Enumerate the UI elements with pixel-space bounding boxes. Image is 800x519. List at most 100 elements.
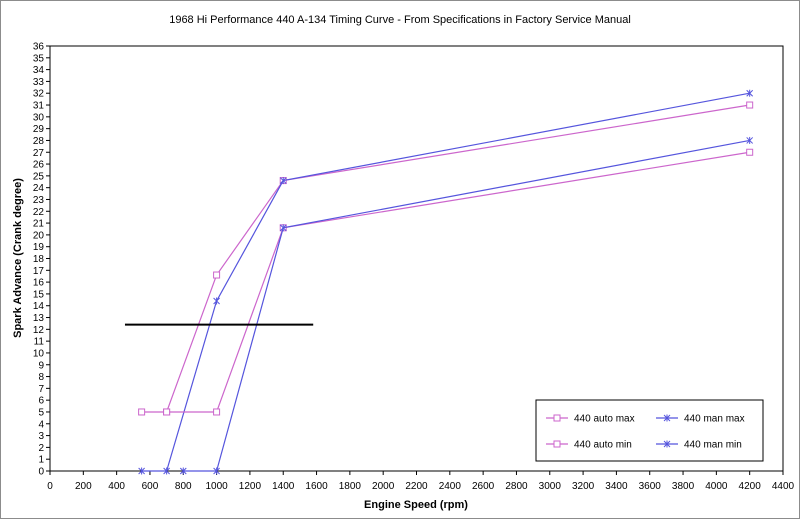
x-tick-label: 1400 (272, 481, 295, 492)
y-tick-label: 23 (33, 195, 45, 206)
data-point (213, 297, 220, 305)
y-tick-label: 5 (38, 407, 44, 418)
data-point (746, 101, 754, 109)
x-tick-label: 3800 (672, 481, 695, 492)
y-tick-label: 22 (33, 207, 45, 218)
x-tick-label: 1000 (205, 481, 228, 492)
y-tick-label: 13 (33, 313, 45, 324)
data-point (163, 408, 171, 416)
legend-item: 440 man max (656, 414, 745, 425)
x-tick-label: 2400 (439, 481, 462, 492)
data-point (138, 467, 145, 475)
y-tick-label: 33 (33, 77, 45, 88)
data-point (663, 440, 671, 448)
y-tick-label: 18 (33, 254, 45, 265)
y-tick-label: 27 (33, 148, 45, 159)
series-line (183, 139, 750, 472)
chart-title: 1968 Hi Performance 440 A-134 Timing Cur… (169, 14, 631, 26)
x-axis-title: Engine Speed (rpm) (364, 499, 468, 511)
x-tick-label: 3200 (572, 481, 595, 492)
x-tick-label: 800 (175, 481, 192, 492)
y-tick-label: 14 (33, 301, 45, 312)
y-tick-label: 1 (38, 455, 44, 466)
data-point (213, 408, 221, 416)
x-tick-label: 3600 (639, 481, 662, 492)
series-440-man-min (179, 136, 754, 475)
data-point (213, 467, 220, 475)
data-point (746, 148, 754, 156)
legend-item: 440 auto min (546, 440, 632, 451)
y-tick-label: 26 (33, 160, 45, 171)
data-point (746, 89, 754, 97)
x-tick-label: 2200 (405, 481, 428, 492)
x-tick-label: 3000 (539, 481, 562, 492)
data-point (179, 467, 187, 475)
data-point (663, 414, 671, 422)
y-tick-label: 9 (38, 360, 44, 371)
y-tick-label: 7 (38, 384, 44, 395)
x-tick-label: 2600 (472, 481, 495, 492)
data-point (553, 414, 561, 422)
y-tick-label: 34 (33, 65, 45, 76)
legend-label: 440 man max (684, 414, 745, 425)
legend-box (535, 399, 764, 462)
y-tick-label: 12 (33, 325, 45, 336)
x-tick-label: 600 (142, 481, 159, 492)
data-point (138, 408, 146, 416)
legend-label: 440 man min (684, 440, 742, 451)
y-tick-label: 32 (33, 89, 45, 100)
legend-item: 440 auto max (546, 414, 635, 425)
y-axis-ticks: 0123456789101112131415161718192021222324… (33, 42, 50, 478)
x-tick-label: 2000 (372, 481, 395, 492)
x-tick-label: 1200 (239, 481, 262, 492)
y-tick-label: 28 (33, 136, 45, 147)
y-tick-label: 19 (33, 242, 45, 253)
x-tick-label: 4400 (772, 481, 795, 492)
series-440-man-max (138, 89, 754, 475)
y-tick-label: 35 (33, 53, 45, 64)
data-point (746, 136, 754, 144)
x-tick-label: 4000 (705, 481, 728, 492)
x-tick-label: 1600 (305, 481, 328, 492)
y-tick-label: 8 (38, 372, 44, 383)
y-tick-label: 30 (33, 112, 45, 123)
data-point (279, 177, 287, 185)
x-tick-label: 200 (75, 481, 92, 492)
x-tick-label: 3400 (605, 481, 628, 492)
x-tick-label: 0 (47, 481, 53, 492)
y-tick-label: 0 (38, 467, 44, 478)
y-tick-label: 24 (33, 183, 45, 194)
y-tick-label: 4 (38, 419, 44, 430)
series-layer (138, 89, 754, 475)
x-tick-label: 1800 (339, 481, 362, 492)
y-tick-label: 21 (33, 219, 45, 230)
y-tick-label: 36 (33, 42, 45, 53)
x-tick-label: 2800 (505, 481, 528, 492)
y-tick-label: 20 (33, 230, 45, 241)
legend-item: 440 man min (656, 440, 742, 451)
y-tick-label: 31 (33, 101, 45, 112)
y-tick-label: 2 (38, 443, 44, 454)
y-tick-label: 29 (33, 124, 45, 135)
y-tick-label: 15 (33, 289, 45, 300)
legend-label: 440 auto max (574, 414, 635, 425)
data-point (213, 271, 221, 279)
x-tick-label: 400 (108, 481, 125, 492)
y-tick-label: 3 (38, 431, 44, 442)
series-line (166, 151, 750, 413)
data-point (279, 224, 287, 232)
data-point (163, 467, 170, 475)
y-tick-label: 10 (33, 348, 45, 359)
y-tick-label: 25 (33, 171, 45, 182)
legend: 440 auto max 440 man max 440 auto min 440 m… (535, 399, 764, 462)
y-axis-title: Spark Advance (Crank degree) (12, 178, 24, 338)
y-tick-label: 17 (33, 266, 45, 277)
y-tick-label: 6 (38, 396, 44, 407)
y-tick-label: 11 (34, 337, 45, 348)
x-axis-ticks: 0 200 400 600 800 1000 1200 1400 1600 1800 2000 220… (47, 471, 795, 492)
legend-label: 440 auto min (574, 440, 632, 451)
x-tick-label: 4200 (739, 481, 762, 492)
data-point (553, 440, 561, 448)
y-tick-label: 16 (33, 278, 45, 289)
